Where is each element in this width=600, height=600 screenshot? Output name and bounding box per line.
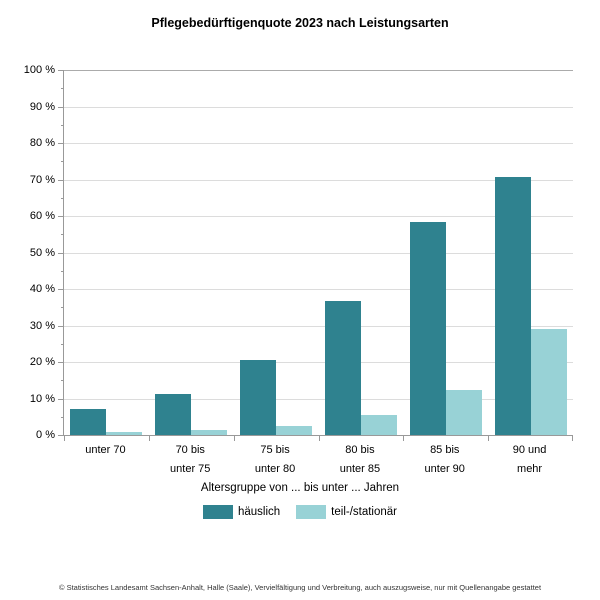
gridline-80 — [64, 143, 573, 144]
y-major-tick-20 — [58, 362, 64, 363]
y-tick-label-90: 90 % — [29, 100, 55, 113]
y-minor-tick-65 — [61, 197, 64, 199]
legend-label-haeuslich: häuslich — [237, 506, 281, 518]
legend-entry-teilstationaer: teil-/stationär — [296, 505, 397, 519]
x-tick-label-90-und-mehr: 90 und mehr — [487, 441, 572, 479]
y-tick-label-100: 100 % — [23, 64, 55, 76]
x-tick-label-75-bis-unter-80: 75 bis unter 80 — [233, 441, 318, 479]
bar-häuslich-85-bis-unter-90 — [409, 221, 446, 435]
y-minor-tick-55 — [61, 234, 64, 236]
y-tick-label-60: 60 % — [29, 210, 55, 222]
bar-group-unter-70 — [64, 70, 149, 435]
x-tick-label-80-bis-unter-85: 80 bis unter 85 — [318, 441, 403, 479]
y-major-tick-50 — [58, 252, 64, 254]
x-tick-label-line: unter 75 — [170, 463, 211, 475]
gridline-100 — [64, 70, 573, 71]
bar-teil-stationär-90-und-mehr — [530, 329, 567, 435]
legend: häuslich teil-/stationär — [0, 505, 600, 519]
y-tick-label-50: 50 % — [29, 246, 55, 259]
y-tick-label-20: 20 % — [29, 356, 55, 368]
x-tick-label-85-bis-unter-90: 85 bis unter 90 — [402, 441, 487, 479]
bar-group-90-und-mehr — [488, 70, 573, 435]
x-tick-label-line: mehr — [517, 463, 543, 475]
y-tick-label-70: 70 % — [29, 173, 55, 186]
y-tick-label-30: 30 % — [29, 319, 55, 332]
x-tick-1 — [148, 436, 150, 441]
bar-teil-stationär-unter-70 — [106, 431, 143, 435]
bar-group-85-bis-unter-90 — [403, 70, 488, 435]
x-tick-label-line: 85 bis — [430, 444, 460, 456]
gridline-60 — [64, 216, 573, 217]
legend-entry-haeuslich: häuslich — [202, 505, 281, 519]
x-tick-label-line: 80 bis — [345, 444, 375, 456]
legend-label-teilstationaer: teil-/stationär — [331, 506, 398, 518]
y-major-tick-10 — [58, 398, 64, 400]
y-tick-label-40: 40 % — [29, 283, 55, 295]
gridline-40 — [64, 289, 573, 290]
x-axis-title: Altersgruppe von ... bis unter ... Jahre… — [200, 482, 400, 494]
bar-häuslich-70-bis-unter-75 — [155, 394, 192, 435]
bar-häuslich-90-und-mehr — [494, 176, 531, 435]
bar-teil-stationär-80-bis-unter-85 — [360, 414, 397, 435]
x-tick-label-line: 70 bis — [175, 444, 205, 456]
bar-häuslich-unter-70 — [70, 409, 107, 435]
y-minor-tick-35 — [61, 307, 64, 309]
x-tick-label-line: unter 85 — [339, 463, 381, 475]
x-tick-4 — [403, 436, 405, 441]
x-tick-3 — [318, 436, 320, 441]
bar-häuslich-75-bis-unter-80 — [240, 360, 277, 435]
x-tick-6 — [572, 436, 573, 441]
gridline-30 — [64, 325, 573, 327]
y-major-tick-100 — [58, 70, 64, 71]
x-tick-2 — [233, 436, 235, 441]
bar-teil-stationär-75-bis-unter-80 — [276, 425, 313, 435]
y-minor-tick-85 — [61, 124, 64, 126]
gridline-20 — [64, 362, 573, 363]
x-tick-label-line: 75 bis — [260, 444, 290, 456]
y-major-tick-0 — [58, 435, 64, 436]
y-minor-tick-5 — [61, 416, 64, 418]
y-major-tick-70 — [58, 179, 64, 181]
y-major-tick-60 — [58, 216, 64, 217]
x-tick-label-line: 90 und — [512, 444, 547, 456]
bar-group-75-bis-unter-80 — [234, 70, 319, 435]
y-tick-label-80: 80 % — [29, 137, 55, 149]
bar-teil-stationär-70-bis-unter-75 — [191, 429, 228, 435]
copyright-note: © Statistisches Landesamt Sachsen-Anhalt… — [58, 583, 542, 592]
bar-häuslich-80-bis-unter-85 — [324, 301, 361, 435]
y-major-tick-40 — [58, 289, 64, 290]
y-minor-tick-75 — [61, 161, 64, 163]
y-minor-tick-25 — [61, 343, 64, 345]
chart-title: Pflegebedürftigenquote 2023 nach Leistun… — [151, 16, 449, 30]
x-tick-5 — [488, 436, 490, 441]
x-tick-label-line: unter 80 — [254, 463, 296, 475]
gridline-70 — [64, 179, 573, 181]
x-tick-label-line: unter 90 — [424, 463, 465, 475]
gridline-90 — [64, 106, 573, 108]
legend-swatch-haeuslich — [202, 505, 233, 519]
x-tick-label-unter-70: unter 70 — [63, 441, 148, 460]
y-tick-label-0: 0 % — [36, 429, 55, 441]
y-minor-tick-95 — [61, 88, 64, 90]
x-tick-label-line: unter 70 — [85, 444, 126, 456]
y-major-tick-30 — [58, 325, 64, 327]
bar-group-70-bis-unter-75 — [149, 70, 234, 435]
y-major-tick-90 — [58, 106, 64, 108]
y-minor-tick-15 — [61, 380, 64, 382]
gridline-50 — [64, 252, 573, 254]
plot-area — [58, 70, 573, 441]
x-tick-label-70-bis-unter-75: 70 bis unter 75 — [148, 441, 233, 479]
y-axis-labels: 0 % 10 % 20 % 30 % 40 % 50 % 60 % 70 % 80 % 90 % 1… — [0, 64, 55, 441]
y-major-tick-80 — [58, 143, 64, 144]
gridline-10 — [64, 398, 573, 400]
bar-teil-stationär-85-bis-unter-90 — [445, 389, 482, 435]
bar-group-80-bis-unter-85 — [319, 70, 404, 435]
y-minor-tick-45 — [61, 270, 64, 272]
x-tick-0 — [64, 436, 65, 441]
y-tick-label-10: 10 % — [29, 392, 55, 405]
legend-swatch-teilstationaer — [296, 505, 327, 519]
